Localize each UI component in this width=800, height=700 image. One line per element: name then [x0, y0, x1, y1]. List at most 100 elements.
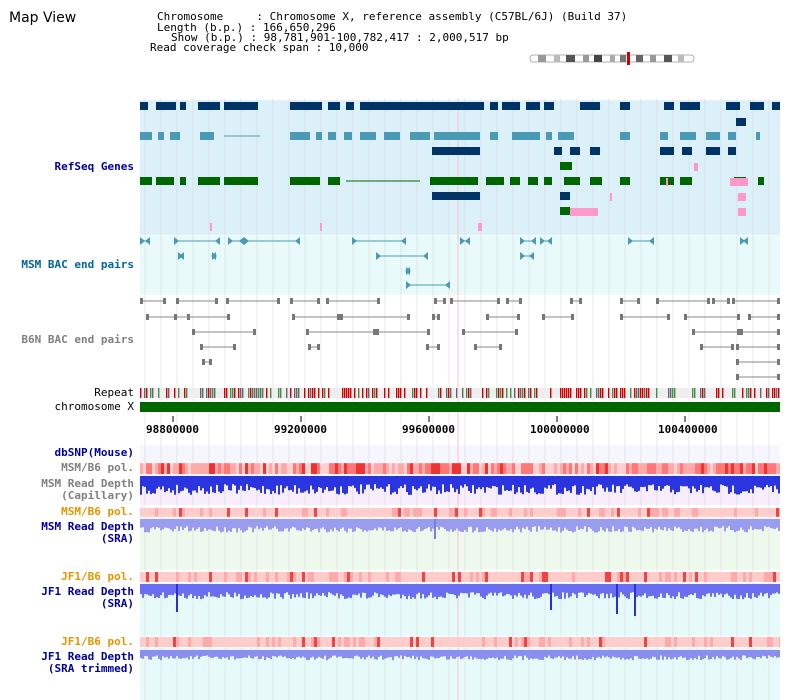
depth-bar: [294, 584, 296, 598]
depth-bar: [168, 519, 170, 529]
pol-cell: [773, 508, 776, 517]
depth-bar: [316, 519, 318, 529]
depth-bar: [718, 519, 720, 529]
pol-cell: [335, 463, 338, 474]
depth-bar: [448, 519, 450, 532]
depth-bar: [194, 476, 196, 491]
pol-cell: [671, 637, 674, 647]
depth-bar: [246, 519, 248, 531]
depth-bar: [378, 519, 380, 528]
bac-end-marker: [450, 298, 453, 304]
depth-bar: [650, 650, 652, 659]
depth-bar: [742, 650, 744, 656]
depth-bar: [552, 584, 554, 593]
msm-read-depth-capillary-sub: (Capillary): [61, 489, 134, 502]
depth-bar: [634, 476, 636, 492]
pol-cell: [197, 637, 200, 647]
depth-bar: [486, 584, 488, 596]
depth-bar: [454, 584, 456, 596]
bac-end-marker: [145, 237, 150, 245]
depth-bar: [350, 519, 352, 529]
depth-bar: [332, 584, 334, 595]
depth-bar: [354, 650, 356, 657]
pol-cell: [536, 508, 539, 517]
pol-cell: [320, 463, 323, 474]
pol-cell: [767, 508, 770, 517]
depth-bar: [740, 650, 742, 660]
pol-cell: [179, 508, 182, 517]
depth-bar: [412, 519, 414, 532]
repeat-element: [312, 388, 314, 398]
depth-bar: [688, 584, 690, 596]
depth-bar: [470, 650, 472, 657]
pol-cell: [458, 637, 461, 647]
depth-bar: [234, 650, 236, 660]
depth-bar: [746, 584, 748, 594]
bac-end-marker: [520, 237, 525, 245]
depth-bar: [620, 584, 622, 593]
depth-bar: [350, 650, 352, 659]
pol-cell: [434, 572, 437, 582]
bac-end-marker: [542, 314, 545, 320]
depth-bar: [150, 519, 152, 529]
tracks-canvas[interactable]: 98800000 99200000 99600000 100000000 1004000…: [140, 0, 780, 700]
pol-cell: [245, 572, 248, 582]
depth-bar: [250, 519, 252, 528]
pol-cell: [695, 463, 698, 474]
pol-cell: [377, 572, 380, 582]
depth-bar: [686, 650, 688, 661]
pol-cell: [533, 463, 536, 474]
genome-browser-view[interactable]: 98800000 99200000 99600000 100000000 1004000…: [140, 0, 780, 700]
depth-bar: [202, 476, 204, 489]
pol-cell: [197, 572, 200, 582]
pol-cell: [431, 508, 434, 517]
depth-bar: [712, 584, 714, 594]
pol-cell: [326, 508, 329, 517]
pol-cell: [269, 637, 272, 647]
depth-bar: [582, 584, 584, 593]
depth-bar: [506, 519, 508, 531]
depth-bar: [172, 519, 174, 532]
depth-bar: [352, 476, 354, 486]
gene-exon: [432, 147, 480, 155]
depth-bar: [770, 584, 772, 595]
depth-bar: [436, 650, 438, 658]
depth-bar: [538, 519, 540, 527]
depth-bar: [228, 650, 230, 660]
gene-exon: [750, 102, 764, 110]
pol-cell: [515, 508, 518, 517]
depth-bar: [716, 519, 718, 527]
depth-bar: [192, 650, 194, 659]
pol-cell: [263, 572, 266, 582]
depth-bar: [772, 519, 774, 529]
depth-bar: [686, 476, 688, 487]
pol-cell: [590, 572, 593, 582]
gene-exon: [660, 132, 668, 140]
pol-cell: [272, 572, 275, 582]
depth-bar: [210, 519, 212, 530]
depth-bar: [390, 650, 392, 658]
repeat-element: [280, 388, 282, 398]
bac-end-marker: [292, 314, 295, 320]
depth-bar: [696, 584, 698, 598]
ideogram[interactable]: [528, 52, 698, 66]
repeat-element: [350, 388, 352, 398]
bac-end-marker: [253, 329, 256, 335]
depth-bar: [534, 584, 536, 599]
pol-cell: [284, 463, 287, 474]
depth-bar: [420, 584, 422, 599]
depth-bar: [322, 650, 324, 659]
pol-cell: [455, 572, 458, 582]
depth-bar: [208, 650, 210, 657]
vertical-scrollbar[interactable]: [780, 0, 800, 700]
pol-cell: [332, 637, 335, 647]
pol-cell: [563, 463, 566, 474]
pol-cell: [734, 572, 737, 582]
depth-bar: [442, 519, 444, 528]
depth-bar: [276, 650, 278, 658]
depth-bar: [704, 519, 706, 531]
depth-bar: [400, 650, 402, 656]
pol-cell: [305, 508, 308, 517]
pol-cell: [461, 463, 464, 474]
depth-bar: [198, 584, 200, 596]
